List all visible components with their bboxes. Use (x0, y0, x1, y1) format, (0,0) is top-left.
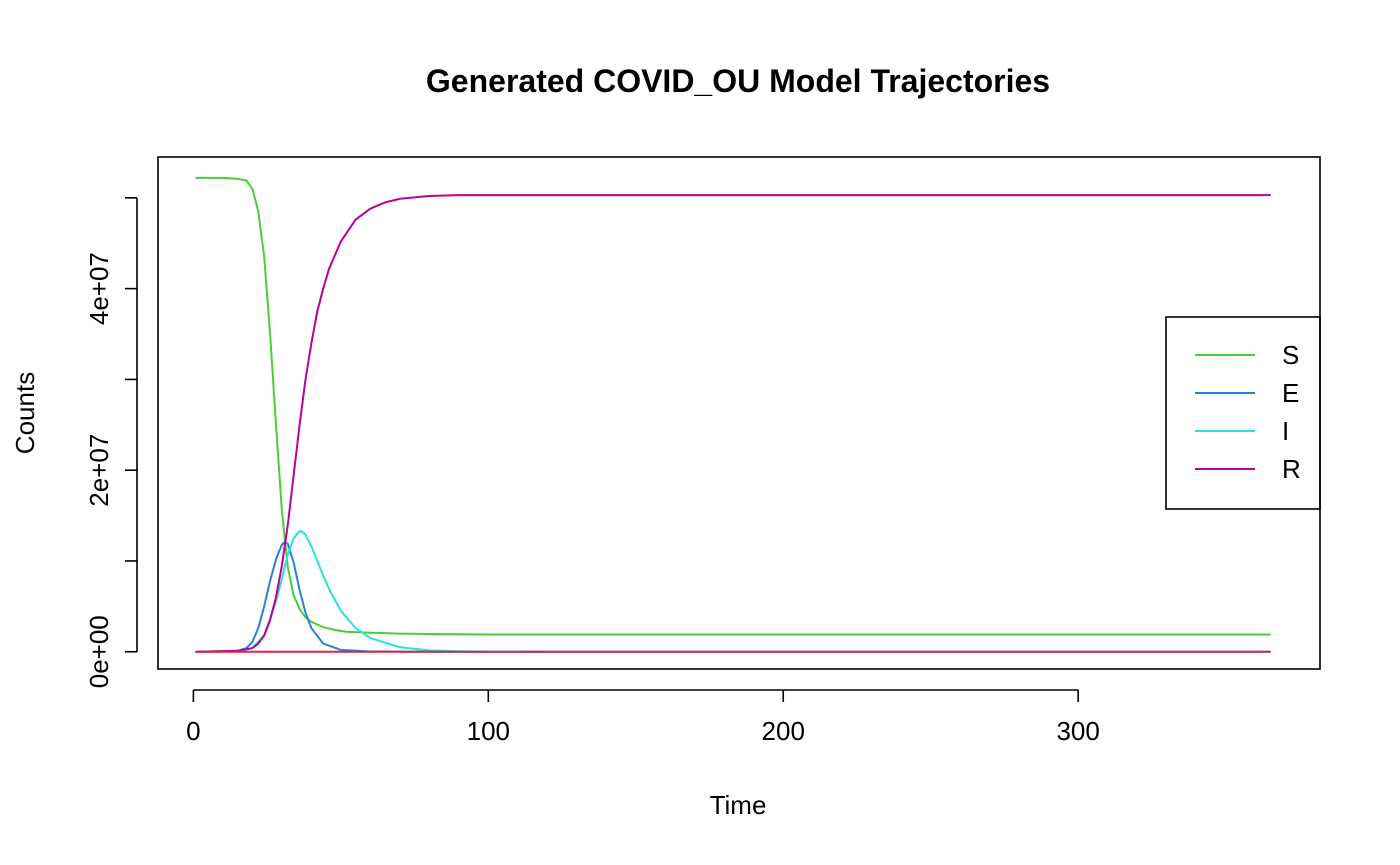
x-tick-label: 100 (467, 716, 510, 746)
series-group (195, 176, 1271, 653)
series-line-e (195, 540, 1271, 653)
x-axis-label: Time (710, 790, 767, 820)
legend-label-i: I (1282, 416, 1289, 446)
x-axis: 0 100 200 300 (186, 689, 1100, 746)
x-tick-label: 0 (186, 716, 200, 746)
series-line-s (195, 176, 1271, 636)
legend-box (1165, 316, 1321, 510)
x-tick-label: 200 (762, 716, 805, 746)
chart-title: Generated COVID_OU Model Trajectories (426, 63, 1050, 99)
y-tick-label: 2e+07 (84, 434, 114, 507)
y-axis-label: Counts (10, 372, 40, 454)
plot-frame (157, 156, 1321, 670)
legend-label-e: E (1282, 378, 1299, 408)
y-tick-label: 0e+00 (84, 615, 114, 688)
legend-label-r: R (1282, 454, 1301, 484)
y-axis: 0e+00 2e+07 4e+07 (84, 197, 138, 688)
y-tick-label: 4e+07 (84, 252, 114, 325)
series-line-r (195, 194, 1271, 653)
x-tick-label: 300 (1056, 716, 1099, 746)
legend-label-s: S (1282, 340, 1299, 370)
